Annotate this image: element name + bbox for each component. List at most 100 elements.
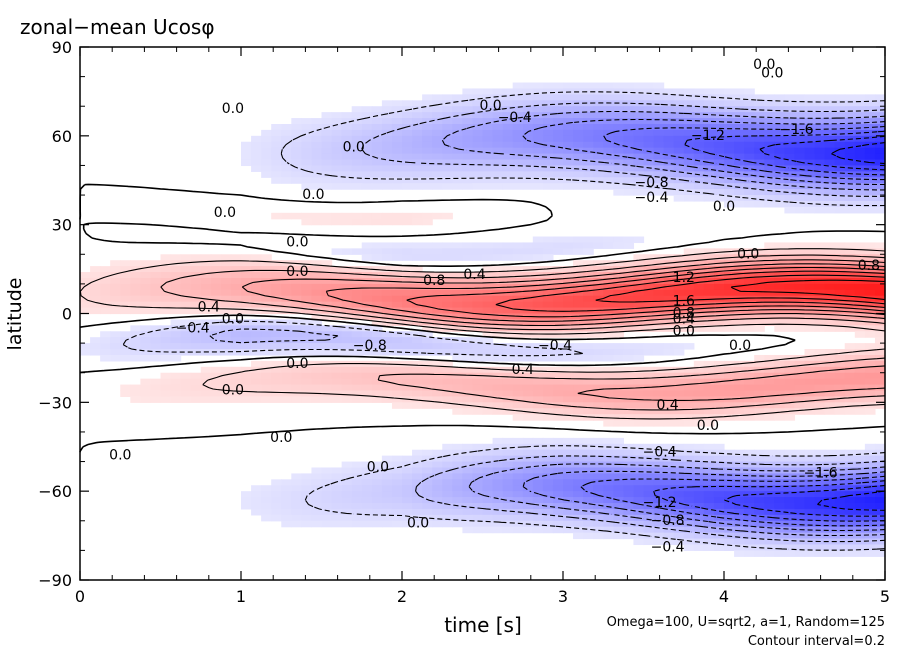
field-cell	[210, 266, 222, 273]
field-cell	[734, 272, 745, 279]
field-cell	[381, 242, 393, 249]
field-cell	[573, 384, 584, 392]
field-cell	[381, 212, 393, 220]
field-cell	[230, 366, 242, 374]
field-cell	[573, 319, 584, 326]
field-cell	[764, 414, 775, 421]
field-cell	[794, 200, 806, 208]
field-cell	[673, 461, 685, 469]
field-cell	[552, 443, 564, 451]
field-cell	[603, 378, 614, 386]
field-cell	[381, 112, 393, 119]
field-cell	[512, 254, 524, 261]
field-cell	[130, 349, 141, 356]
field-cell	[452, 118, 463, 125]
field-cell	[371, 485, 383, 492]
field-cell	[452, 443, 463, 451]
field-cell	[804, 189, 816, 196]
field-cell	[563, 520, 574, 528]
field-cell	[220, 325, 232, 332]
field-cell	[613, 526, 624, 534]
field-cell	[402, 520, 413, 528]
field-cell	[412, 514, 423, 522]
field-cell	[844, 277, 856, 285]
field-cell	[663, 147, 675, 155]
field-cell	[713, 538, 725, 546]
contour-label: 0.0	[222, 311, 244, 327]
field-cell	[432, 129, 443, 137]
field-cell	[874, 153, 886, 161]
field-cell	[724, 177, 735, 184]
field-cell	[794, 254, 806, 261]
field-cell	[854, 272, 866, 279]
field-cell	[492, 485, 504, 492]
field-cell	[502, 307, 514, 315]
field-cell	[874, 242, 886, 249]
field-cell	[844, 123, 856, 131]
field-cell	[452, 349, 463, 356]
field-cell	[703, 360, 715, 368]
field-cell	[824, 183, 836, 190]
field-cell	[502, 277, 514, 285]
field-cell	[381, 141, 393, 149]
field-cell	[321, 508, 333, 516]
field-cell	[472, 248, 484, 255]
field-cell	[683, 123, 695, 131]
field-cell	[573, 106, 584, 113]
field-cell	[864, 508, 876, 516]
field-cell	[653, 135, 665, 143]
field-cell	[814, 497, 826, 504]
field-cell	[824, 254, 836, 261]
field-cell	[361, 313, 373, 321]
field-cell	[804, 283, 816, 291]
field-cell	[502, 467, 514, 474]
field-cell	[854, 283, 866, 291]
field-cell	[341, 337, 353, 344]
field-cell	[351, 514, 363, 522]
field-cell	[462, 467, 474, 474]
field-cell	[814, 171, 826, 178]
field-cell	[512, 165, 524, 172]
field-cell	[633, 443, 645, 451]
field-cell	[241, 266, 252, 273]
field-cell	[331, 491, 343, 498]
field-cell	[482, 319, 494, 326]
field-cell	[271, 123, 282, 131]
field-cell	[351, 106, 363, 113]
field-cell	[422, 301, 433, 309]
field-cell	[351, 141, 363, 149]
field-cell	[291, 485, 302, 492]
field-cell	[472, 319, 484, 326]
field-cell	[502, 301, 514, 309]
field-cell	[643, 461, 655, 469]
field-cell	[854, 100, 866, 107]
field-cell	[854, 343, 866, 350]
field-cell	[190, 301, 202, 309]
field-cell	[663, 349, 675, 356]
field-cell	[482, 135, 494, 143]
field-cell	[583, 135, 594, 143]
field-cell	[734, 402, 745, 409]
field-cell	[522, 106, 534, 113]
field-cell	[230, 343, 242, 350]
field-cell	[583, 514, 594, 522]
field-cell	[321, 141, 333, 149]
field-cell	[603, 479, 614, 486]
field-cell	[623, 343, 635, 350]
field-cell	[170, 295, 182, 303]
field-cell	[542, 396, 554, 403]
field-cell	[703, 307, 715, 315]
field-cell	[381, 283, 393, 291]
field-cell	[160, 372, 172, 380]
field-cell	[241, 497, 252, 504]
field-cell	[784, 254, 796, 261]
field-cell	[522, 366, 534, 374]
field-cell	[643, 402, 655, 409]
field-cell	[381, 473, 393, 480]
field-cell	[291, 118, 302, 125]
field-cell	[542, 135, 554, 143]
field-cell	[724, 200, 735, 208]
field-cell	[754, 266, 765, 273]
field-cell	[713, 289, 725, 297]
field-cell	[663, 396, 675, 403]
